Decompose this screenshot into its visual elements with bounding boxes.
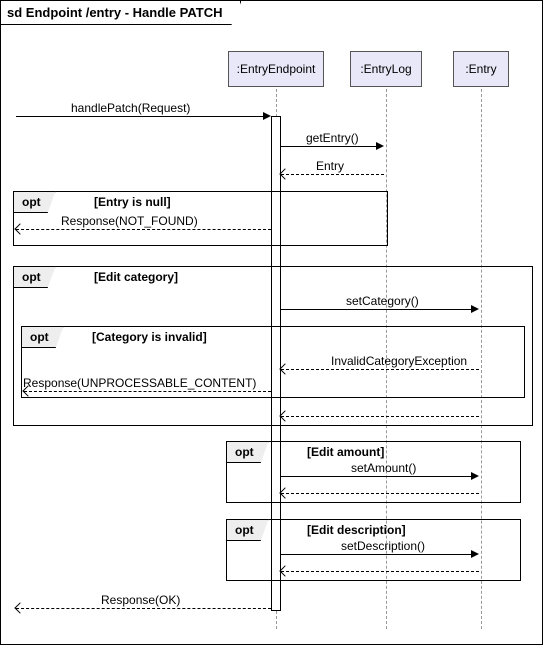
msg-notfound <box>16 229 271 230</box>
msg-setamount <box>281 476 476 477</box>
participant-entryendpoint: :EntryEndpoint <box>228 51 324 87</box>
opt-tab: opt <box>13 266 56 288</box>
msg-setcategory <box>281 309 476 310</box>
msg-getentry-label: getEntry() <box>306 131 359 145</box>
msg-entry-return <box>281 174 384 175</box>
msg-getentry <box>281 146 381 147</box>
participant-entry: :Entry <box>453 51 509 87</box>
msg-invalidcat <box>281 369 479 370</box>
opt-guard-edit-description: [Edit description] <box>307 523 406 537</box>
arrow <box>471 550 479 558</box>
msg-setcategory-return <box>281 416 479 417</box>
opt-tab: opt <box>13 191 56 213</box>
frame-title: sd Endpoint /entry - Handle PATCH <box>1 1 241 25</box>
opt-guard-edit-category: [Edit category] <box>94 270 178 284</box>
msg-unprocessable-label: Response(UNPROCESSABLE_CONTENT) <box>23 376 256 390</box>
arrow <box>471 305 479 313</box>
arrow <box>279 168 290 179</box>
opt-tab: opt <box>226 441 269 463</box>
msg-handlepatch <box>16 116 269 117</box>
msg-responseok-label: Response(OK) <box>101 593 180 607</box>
opt-guard-entry-null: [Entry is null] <box>94 195 171 209</box>
arrow <box>263 112 271 120</box>
msg-setdescription-label: setDescription() <box>341 539 425 553</box>
msg-setdescription-return <box>281 571 479 572</box>
msg-invalidcat-label: InvalidCategoryException <box>331 354 467 368</box>
arrow <box>376 142 384 150</box>
msg-setdescription <box>281 554 476 555</box>
msg-entry-return-label: Entry <box>316 159 344 173</box>
opt-guard-edit-amount: [Edit amount] <box>307 445 384 459</box>
msg-unprocessable <box>24 391 271 392</box>
msg-handlepatch-label: handlePatch(Request) <box>71 101 190 115</box>
msg-setamount-return <box>281 493 479 494</box>
sequence-diagram: sd Endpoint /entry - Handle PATCH :Entry… <box>0 0 543 645</box>
arrow <box>471 472 479 480</box>
arrow <box>14 602 25 613</box>
msg-setcategory-label: setCategory() <box>346 294 419 308</box>
msg-notfound-label: Response(NOT_FOUND) <box>61 214 198 228</box>
msg-setamount-label: setAmount() <box>351 461 416 475</box>
opt-tab: opt <box>226 519 269 541</box>
msg-responseok <box>16 608 271 609</box>
opt-guard-category-invalid: [Category is invalid] <box>92 330 207 344</box>
opt-tab: opt <box>21 326 64 348</box>
participant-entrylog: :EntryLog <box>350 51 422 87</box>
